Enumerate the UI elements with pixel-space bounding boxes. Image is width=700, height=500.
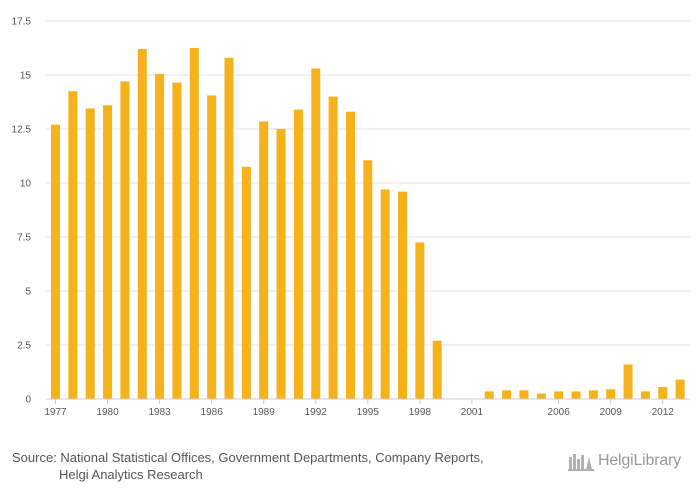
- bar-1985: [189, 48, 199, 399]
- bar-1986: [207, 95, 217, 400]
- bars: [51, 48, 685, 400]
- bar-1983: [155, 73, 165, 400]
- bar-2009: [606, 389, 616, 399]
- y-tick-label: 17.5: [12, 17, 32, 28]
- x-tick-label: 2012: [652, 407, 675, 418]
- source-line-1: Source: National Statistical Offices, Go…: [12, 450, 484, 465]
- bar-2012: [658, 387, 668, 399]
- y-tick-label: 0: [25, 395, 31, 406]
- x-tick-label: 1989: [253, 407, 276, 418]
- bar-1990: [276, 129, 286, 399]
- bar-2007: [571, 391, 581, 399]
- x-tick-label: 2009: [600, 407, 623, 418]
- source-note: Source: National Statistical Offices, Go…: [12, 449, 532, 483]
- x-tick-label: 2006: [548, 407, 571, 418]
- bar-1982: [137, 49, 147, 400]
- x-tick-label: 1992: [305, 407, 328, 418]
- bar-1996: [380, 189, 390, 399]
- bar-2002: [484, 391, 494, 399]
- logo-text: HelgiLibrary: [598, 452, 681, 469]
- bar-1997: [398, 191, 407, 399]
- bar-1978: [68, 91, 78, 399]
- bar-1995: [363, 160, 373, 399]
- bar-1994: [345, 111, 355, 399]
- bar-2013: [675, 379, 685, 399]
- x-tick-label: 1980: [96, 407, 119, 418]
- bar-1979: [85, 108, 95, 399]
- bar-1989: [259, 121, 269, 399]
- bar-1981: [120, 81, 130, 399]
- x-tick-label: 1986: [201, 407, 224, 418]
- x-tick-label: 1983: [148, 407, 171, 418]
- bar-2010: [623, 364, 633, 399]
- bar-1977: [51, 124, 60, 400]
- y-tick-label: 7.5: [17, 233, 31, 244]
- library-logo-icon: [568, 454, 594, 471]
- y-tick-label: 2.5: [17, 341, 31, 352]
- bar-1987: [224, 57, 234, 399]
- bar-2005: [536, 393, 546, 399]
- helgi-library-logo: HelgiLibrary: [568, 450, 681, 472]
- x-tick-label: 1977: [44, 407, 67, 418]
- bar-1992: [311, 68, 321, 400]
- bar-2004: [519, 390, 529, 399]
- y-tick-label: 5: [25, 287, 31, 298]
- bar-2006: [554, 391, 564, 399]
- x-tick-label: 1995: [357, 407, 380, 418]
- bar-2008: [588, 390, 598, 399]
- bar-1991: [293, 109, 303, 399]
- x-tick-label: 1998: [409, 407, 432, 418]
- bar-1999: [432, 340, 442, 399]
- x-tick-label: 2001: [461, 407, 484, 418]
- y-tick-label: 10: [20, 179, 32, 190]
- bar-1980: [103, 105, 113, 400]
- source-line-2: Helgi Analytics Research: [59, 467, 203, 482]
- bar-1988: [241, 166, 251, 399]
- x-axis: 1977 1980 1983 1986 1989 1992 1995 1998 2001 2006…: [44, 398, 690, 418]
- bar-chart: 1977 1980 1983 1986 1989 1992 1995 1998 2001 2006…: [12, 17, 690, 418]
- bar-2011: [640, 391, 650, 399]
- y-axis: 0 2.5 5 7.5 10 12.5 15 17.5: [12, 17, 32, 406]
- bar-1998: [415, 242, 425, 399]
- bar-1984: [172, 82, 182, 399]
- y-tick-label: 15: [20, 71, 32, 82]
- y-tick-label: 12.5: [12, 125, 32, 136]
- bar-1993: [328, 96, 338, 399]
- bar-2003: [502, 390, 512, 399]
